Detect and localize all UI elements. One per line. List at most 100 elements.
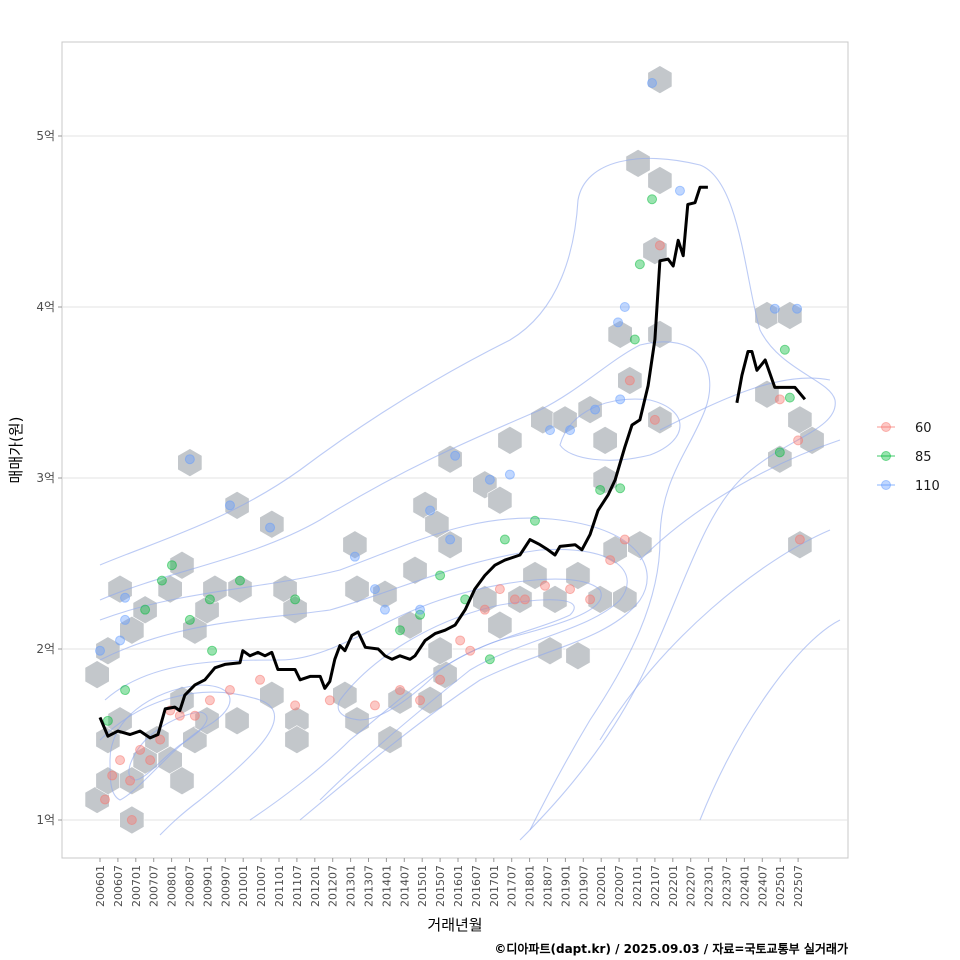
- x-tick-label: 201307: [363, 865, 376, 907]
- x-tick-label: 200601: [94, 865, 107, 907]
- point-85: [204, 594, 215, 605]
- point-85: [774, 447, 785, 458]
- point-110: [647, 77, 658, 88]
- point-110: [445, 534, 456, 545]
- point-85: [629, 334, 640, 345]
- y-tick-label: 2억: [36, 642, 55, 656]
- density-contours: [99, 157, 841, 841]
- point-110: [792, 303, 803, 314]
- point-110: [619, 302, 630, 312]
- contour: [337, 599, 575, 721]
- contour: [99, 691, 275, 836]
- point-60: [654, 240, 665, 251]
- point-85: [647, 194, 658, 205]
- hexbin: [284, 725, 310, 754]
- hexbin: [402, 555, 428, 585]
- point-60: [126, 815, 137, 825]
- point-60: [465, 645, 476, 656]
- x-tick-label: 200707: [148, 865, 161, 907]
- median-line-layer: [98, 185, 807, 740]
- x-tick-label: 202107: [649, 865, 662, 907]
- hexbin: [647, 166, 673, 195]
- contour: [104, 578, 602, 821]
- x-tick-label: 201207: [327, 865, 340, 907]
- point-60: [793, 435, 804, 446]
- x-tick-label: 201901: [559, 865, 572, 907]
- hexbin: [227, 574, 253, 604]
- hexbin: [119, 805, 145, 835]
- hexbin: [224, 706, 250, 736]
- y-axis-title: 매매가(원): [7, 417, 25, 484]
- y-tick-label: 1억: [36, 813, 55, 827]
- contour: [599, 377, 841, 821]
- point-60: [539, 580, 550, 591]
- point-60: [774, 394, 785, 405]
- point-110: [590, 404, 601, 415]
- x-tick-label: 201807: [542, 865, 555, 907]
- hexbin: [592, 426, 618, 455]
- x-tick-label: 200901: [201, 865, 214, 907]
- x-tick-label: 201001: [237, 865, 250, 907]
- hexbin: [424, 509, 450, 539]
- hexbin: [487, 485, 513, 515]
- hexbin: [169, 766, 195, 796]
- point-60: [125, 775, 136, 786]
- point-85: [615, 483, 626, 494]
- point-85: [779, 344, 790, 355]
- contour: [99, 517, 648, 821]
- x-tick-label: 201301: [345, 865, 358, 907]
- point-85: [120, 685, 131, 696]
- point-85: [290, 594, 301, 605]
- y-tick-label: 4억: [36, 300, 55, 314]
- x-tick-label: 201801: [524, 865, 537, 907]
- x-axis-title: 거래년월: [427, 916, 482, 934]
- hexbin: [177, 448, 203, 477]
- point-60: [494, 584, 505, 595]
- x-tick-label: 201407: [398, 865, 411, 907]
- point-85: [207, 645, 218, 656]
- point-60: [324, 695, 335, 706]
- median-line: [735, 350, 807, 404]
- hexbin: [565, 641, 591, 671]
- hexbin: [427, 636, 453, 666]
- point-60: [174, 710, 185, 721]
- legend-label: 85: [915, 450, 932, 465]
- x-tick-label: 201201: [309, 865, 322, 907]
- point-60: [189, 710, 200, 721]
- point-110: [115, 635, 126, 646]
- x-tick-label: 201107: [291, 865, 304, 907]
- legend-key-point: [881, 451, 891, 461]
- point-60: [649, 414, 660, 425]
- contour: [559, 398, 681, 461]
- point-110: [504, 469, 515, 480]
- point-110: [674, 185, 685, 196]
- contour: [99, 157, 836, 841]
- x-tick-label: 201607: [470, 865, 483, 907]
- point-60: [415, 695, 426, 706]
- point-60: [224, 685, 235, 696]
- hexbin: [342, 530, 368, 560]
- point-60: [435, 674, 446, 685]
- x-tick-label: 202007: [613, 865, 626, 907]
- legend-label: 60: [915, 421, 932, 436]
- point-60: [479, 604, 490, 615]
- x-tick-label: 200807: [184, 865, 197, 907]
- point-60: [509, 594, 520, 605]
- x-tick-label: 202201: [667, 865, 680, 907]
- hexbin: [627, 530, 653, 560]
- point-60: [624, 375, 635, 386]
- x-tick-label: 201907: [577, 865, 590, 907]
- point-85: [234, 575, 245, 586]
- point-110: [565, 425, 576, 436]
- hexbin: [487, 610, 513, 640]
- hexbin: [282, 595, 308, 625]
- x-tick-label: 201601: [452, 865, 465, 907]
- point-85: [140, 604, 151, 615]
- x-tick-label: 202307: [721, 865, 734, 907]
- hexbin: [617, 366, 643, 395]
- x-tick-label: 202507: [792, 865, 805, 907]
- contour: [99, 548, 628, 801]
- point-60: [135, 744, 146, 755]
- point-60: [605, 555, 616, 566]
- x-tick-label: 202207: [685, 865, 698, 907]
